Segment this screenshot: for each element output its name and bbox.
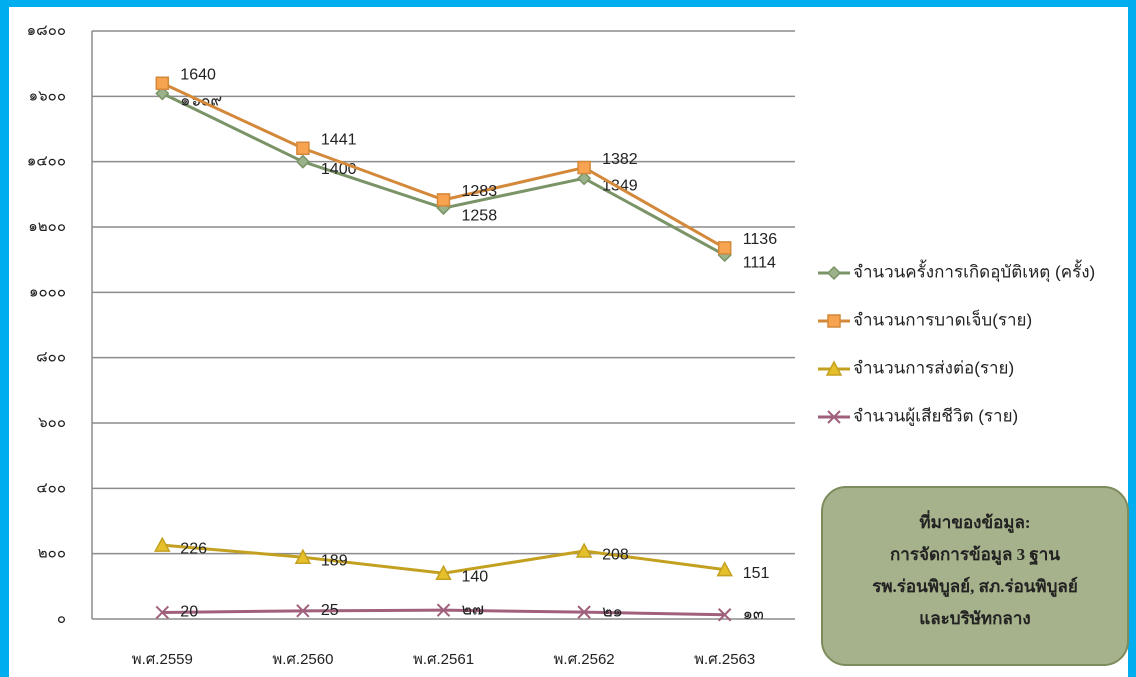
- data-label: 1114: [743, 254, 776, 271]
- data-point: [155, 86, 170, 101]
- data-label: 140: [462, 568, 489, 585]
- x-tick-label: พ.ศ.2560: [272, 651, 333, 668]
- x-tick-label: พ.ศ.2561: [413, 651, 474, 668]
- y-tick-label: ๖๐๐: [38, 414, 66, 431]
- x-tick-label: พ.ศ.2559: [132, 651, 193, 668]
- data-label: ๒๗: [462, 601, 485, 618]
- data-point: [435, 564, 452, 581]
- data-point: [717, 241, 732, 255]
- data-point: [155, 76, 170, 91]
- data-label: ๒๑: [602, 603, 623, 620]
- annotation-line: และบริษัทกลาง: [919, 609, 1030, 628]
- data-point: [296, 604, 310, 618]
- data-point: [575, 542, 593, 558]
- data-point: [716, 561, 733, 577]
- annotation-line: รพ.ร่อนพิบูลย์, สภ.ร่อนพิบูลย์: [872, 576, 1078, 598]
- data-label: 1382: [602, 151, 638, 168]
- legend-label: จำนวนครั้งการเกิดอุบัติเหตุ (ครั้ง): [853, 259, 1095, 282]
- legend-label: จำนวนการส่งต่อ(ราย): [853, 358, 1014, 377]
- data-point: [294, 548, 312, 565]
- annotation-box: [821, 486, 1129, 666]
- y-tick-label: ๑๐๐๐: [29, 283, 66, 300]
- legend-marker: [826, 265, 842, 281]
- data-label: 1258: [462, 207, 498, 224]
- data-label: 1136: [743, 231, 778, 248]
- data-label: 20: [180, 604, 198, 621]
- legend-label: จำนวนการบาดเจ็บ(ราย): [853, 308, 1032, 329]
- data-point: [577, 160, 591, 175]
- data-label: 189: [321, 552, 348, 569]
- data-label: 208: [602, 546, 629, 563]
- y-tick-label: ๑๔๐๐: [27, 153, 66, 170]
- legend-marker: [825, 360, 843, 376]
- y-tick-label: ๑๖๐๐: [29, 87, 66, 104]
- y-tick-label: ๑๘๐๐: [27, 22, 66, 39]
- data-label: 1283: [462, 183, 498, 200]
- y-tick-label: ๔๐๐: [36, 479, 66, 496]
- data-point: [296, 141, 310, 156]
- y-tick-label: ๑๒๐๐: [28, 218, 66, 235]
- data-point: [436, 193, 451, 207]
- annotation-line: ที่มาของข้อมูล:: [919, 510, 1030, 534]
- x-tick-label: พ.ศ.2562: [554, 651, 615, 668]
- data-point: [717, 608, 732, 622]
- data-label: 1640: [180, 66, 216, 83]
- data-point: [577, 171, 592, 186]
- data-point: [295, 154, 310, 169]
- data-point: [154, 536, 171, 552]
- y-tick-label: ๒๐๐: [38, 545, 66, 562]
- x-tick-label: พ.ศ.2563: [694, 651, 755, 668]
- legend-marker: [827, 410, 841, 424]
- data-point: [436, 603, 451, 617]
- legend-marker: [827, 314, 841, 328]
- data-point: [155, 605, 170, 620]
- data-point: [577, 605, 591, 619]
- data-label: 151: [743, 565, 770, 582]
- legend-label: จำนวนผู้เสียชีวิต (ราย): [853, 406, 1018, 426]
- annotation-line: การจัดการข้อมูล 3 ฐาน: [890, 545, 1060, 566]
- y-tick-label: ๘๐๐: [36, 349, 66, 366]
- y-tick-label: ๐: [57, 610, 66, 627]
- data-label: 1400: [321, 161, 357, 178]
- data-label: 226: [180, 540, 207, 557]
- data-label: 1441: [321, 131, 357, 148]
- data-label: ๑๓: [743, 606, 764, 623]
- data-label: 25: [321, 602, 339, 619]
